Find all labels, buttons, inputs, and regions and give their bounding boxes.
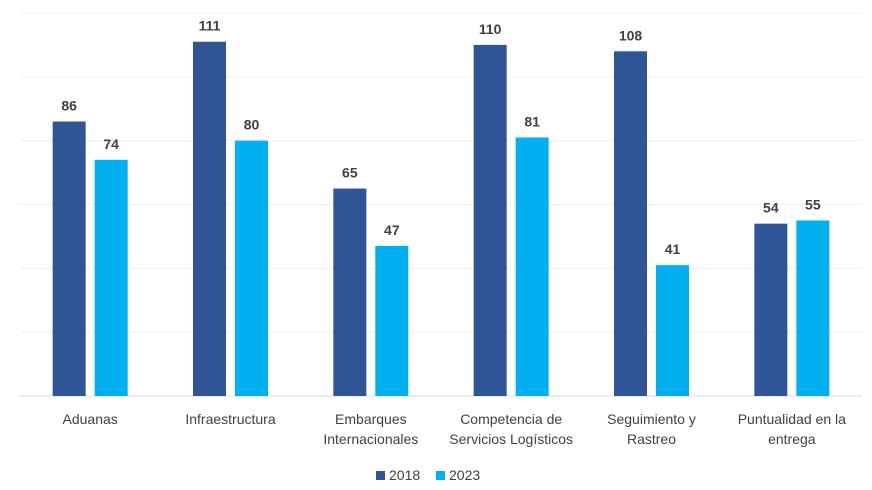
bar-2023-4 bbox=[656, 265, 689, 396]
category-label-3: Competencia de Servicios Logísticos bbox=[449, 411, 573, 447]
labels-layer: 86 74 111 80 65 47 110 81 108 41 54 55 bbox=[61, 18, 820, 257]
bar-2018-2 bbox=[333, 188, 367, 396]
value-label-2023-5: 55 bbox=[805, 196, 821, 212]
bar-2023-1 bbox=[235, 140, 268, 396]
bar-2023-2 bbox=[375, 245, 409, 396]
category-label-0: Aduanas bbox=[63, 411, 118, 427]
category-label-line: Internacionales bbox=[323, 431, 418, 447]
legend-label-2023: 2023 bbox=[449, 467, 480, 483]
category-label-2: Embarques Internacionales bbox=[323, 411, 418, 447]
category-label-line: Infraestructura bbox=[185, 411, 275, 427]
legend-swatch-2018 bbox=[376, 471, 385, 480]
bar-2023-3 bbox=[515, 137, 549, 396]
grid-layer bbox=[20, 12, 862, 397]
category-label-1: Infraestructura bbox=[185, 411, 275, 427]
value-label-2023-2: 47 bbox=[384, 222, 400, 238]
legend-label-2018: 2018 bbox=[389, 467, 420, 483]
category-label-line: Competencia de bbox=[460, 411, 562, 427]
category-label-line: Embarques bbox=[335, 411, 407, 427]
category-label-5: Puntualidad en la entrega bbox=[738, 411, 846, 447]
bar-2018-1 bbox=[193, 41, 226, 396]
value-label-2018-2: 65 bbox=[342, 165, 358, 181]
category-label-line: Puntualidad en la bbox=[738, 411, 846, 427]
bar-2023-5 bbox=[796, 220, 830, 396]
value-label-2023-1: 80 bbox=[244, 117, 260, 133]
category-label-line: Seguimiento y bbox=[607, 411, 696, 427]
bar-2018-0 bbox=[52, 121, 86, 397]
value-label-2018-0: 86 bbox=[61, 98, 77, 114]
category-label-line: Rastreo bbox=[627, 431, 676, 447]
category-label-line: entrega bbox=[768, 431, 816, 447]
legend: 2018 2023 bbox=[376, 467, 480, 483]
category-label-line: Servicios Logísticos bbox=[449, 431, 573, 447]
value-label-2023-4: 41 bbox=[665, 241, 681, 257]
value-label-2023-0: 74 bbox=[103, 136, 119, 152]
category-label-4: Seguimiento y Rastreo bbox=[607, 411, 696, 447]
bar-2018-4 bbox=[614, 51, 647, 397]
value-label-2023-3: 81 bbox=[524, 113, 540, 129]
bars-layer bbox=[52, 41, 830, 397]
category-label-line: Aduanas bbox=[63, 411, 118, 427]
bar-2018-3 bbox=[473, 44, 507, 397]
category-labels: Aduanas Infraestructura Embarques Internaci… bbox=[63, 411, 847, 447]
value-label-2018-1: 111 bbox=[199, 18, 221, 34]
legend-swatch-2023 bbox=[436, 471, 445, 480]
value-label-2018-5: 54 bbox=[763, 200, 779, 216]
bar-2018-5 bbox=[754, 223, 788, 396]
value-label-2018-3: 110 bbox=[479, 21, 502, 37]
bar-2023-0 bbox=[94, 159, 128, 396]
value-label-2018-4: 108 bbox=[619, 27, 643, 43]
